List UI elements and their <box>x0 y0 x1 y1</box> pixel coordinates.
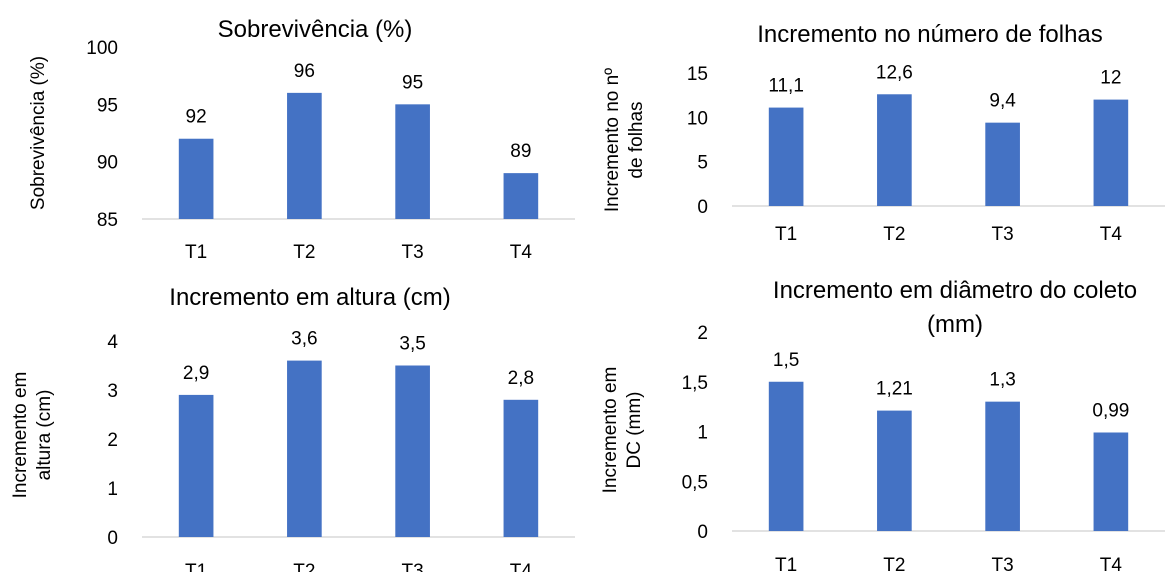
chart-title: Incremento em diâmetro do coleto <box>773 277 1137 304</box>
bar <box>395 365 430 537</box>
y-axis-label: de folhas <box>626 101 647 178</box>
y-tick-label: 1 <box>107 479 118 500</box>
y-tick-label: 3 <box>107 381 118 402</box>
y-tick-label: 2 <box>697 323 708 344</box>
chart-diametro: Incremento em diâmetro do coleto (mm) Incr… <box>600 277 1165 572</box>
x-tick-label: T3 <box>992 555 1014 572</box>
chart-title: (mm) <box>927 311 983 338</box>
bar <box>287 360 322 537</box>
x-tick-label: T4 <box>1100 224 1123 245</box>
y-tick-label: 2 <box>107 430 118 451</box>
x-tick-label: T4 <box>1100 555 1123 572</box>
data-label: 3,6 <box>291 329 317 350</box>
data-label: 3,5 <box>399 334 425 355</box>
x-tick-label: T1 <box>775 555 797 572</box>
bar <box>985 122 1020 206</box>
data-label: 1,5 <box>773 350 799 371</box>
chart-panel-diametro: Incremento em diâmetro do coleto (mm) Incr… <box>590 275 1173 572</box>
data-label: 1,3 <box>989 370 1015 391</box>
y-axis-label: Incremento no nº <box>602 68 623 212</box>
chart-title: Sobrevivência (%) <box>218 16 413 43</box>
bar <box>503 399 539 537</box>
y-tick-label: 0 <box>697 197 708 218</box>
y-tick-label: 1 <box>697 423 708 444</box>
chart-altura: Incremento em altura (cm) Incremento em al… <box>10 284 575 572</box>
x-tick-label: T3 <box>402 242 424 263</box>
x-tick-label: T2 <box>293 242 315 263</box>
y-tick-label: 5 <box>697 153 708 174</box>
y-tick-label: 0 <box>107 528 118 549</box>
chart-panel-sobrevivencia: Sobrevivência (%) Sobrevivência (%) 85 90 95… <box>0 0 580 275</box>
bar <box>877 410 912 531</box>
data-label: 12 <box>1100 68 1121 89</box>
data-label: 9,4 <box>989 91 1016 112</box>
bar <box>768 107 804 206</box>
x-tick-label: T3 <box>992 224 1014 245</box>
y-tick-label: 100 <box>86 38 118 59</box>
data-label: 96 <box>294 61 315 82</box>
data-label: 95 <box>402 72 423 93</box>
data-label: 0,99 <box>1092 400 1129 421</box>
y-tick-label: 85 <box>97 210 118 231</box>
bar <box>768 381 804 531</box>
bar <box>877 94 912 206</box>
bar <box>985 401 1020 531</box>
y-axis-label: DC (mm) <box>624 391 645 468</box>
y-tick-label: 0,5 <box>682 472 708 493</box>
y-tick-label: 15 <box>687 64 708 85</box>
x-tick-label: T2 <box>883 555 905 572</box>
y-tick-label: 1,5 <box>682 373 708 394</box>
y-axis-label: altura (cm) <box>34 390 55 481</box>
data-label: 1,21 <box>876 379 913 400</box>
y-axis-label: Incremento em <box>600 367 621 494</box>
x-tick-label: T2 <box>883 224 905 245</box>
data-label: 2,9 <box>183 363 209 384</box>
y-tick-label: 10 <box>687 108 708 129</box>
x-tick-label: T1 <box>775 224 797 245</box>
chart-title: Incremento no número de folhas <box>757 21 1103 48</box>
bar <box>287 92 322 219</box>
x-tick-label: T1 <box>185 242 207 263</box>
data-label: 11,1 <box>768 76 804 97</box>
bar <box>178 394 214 537</box>
y-tick-label: 90 <box>97 153 118 174</box>
bar <box>395 104 430 219</box>
chart-panel-altura: Incremento em altura (cm) Incremento em al… <box>0 275 580 572</box>
data-label: 92 <box>186 107 207 128</box>
x-tick-label: T4 <box>510 242 533 263</box>
bar <box>1093 432 1129 531</box>
bar <box>503 173 539 219</box>
bar <box>1093 99 1129 206</box>
chart-sobrevivencia: Sobrevivência (%) Sobrevivência (%) 85 90 95… <box>28 16 575 263</box>
y-axis-label: Sobrevivência (%) <box>28 56 49 210</box>
data-label: 12,6 <box>876 62 913 83</box>
chart-folhas: Incremento no número de folhas Incremento… <box>602 21 1165 245</box>
data-label: 89 <box>510 141 531 162</box>
y-axis-label: Incremento em <box>10 372 31 499</box>
data-label: 2,8 <box>508 368 534 389</box>
y-tick-label: 0 <box>697 522 708 543</box>
y-tick-label: 4 <box>107 332 118 353</box>
y-tick-label: 95 <box>97 95 118 116</box>
bar <box>178 138 214 219</box>
chart-panel-folhas: Incremento no número de folhas Incremento… <box>590 0 1173 275</box>
chart-title: Incremento em altura (cm) <box>169 284 450 311</box>
